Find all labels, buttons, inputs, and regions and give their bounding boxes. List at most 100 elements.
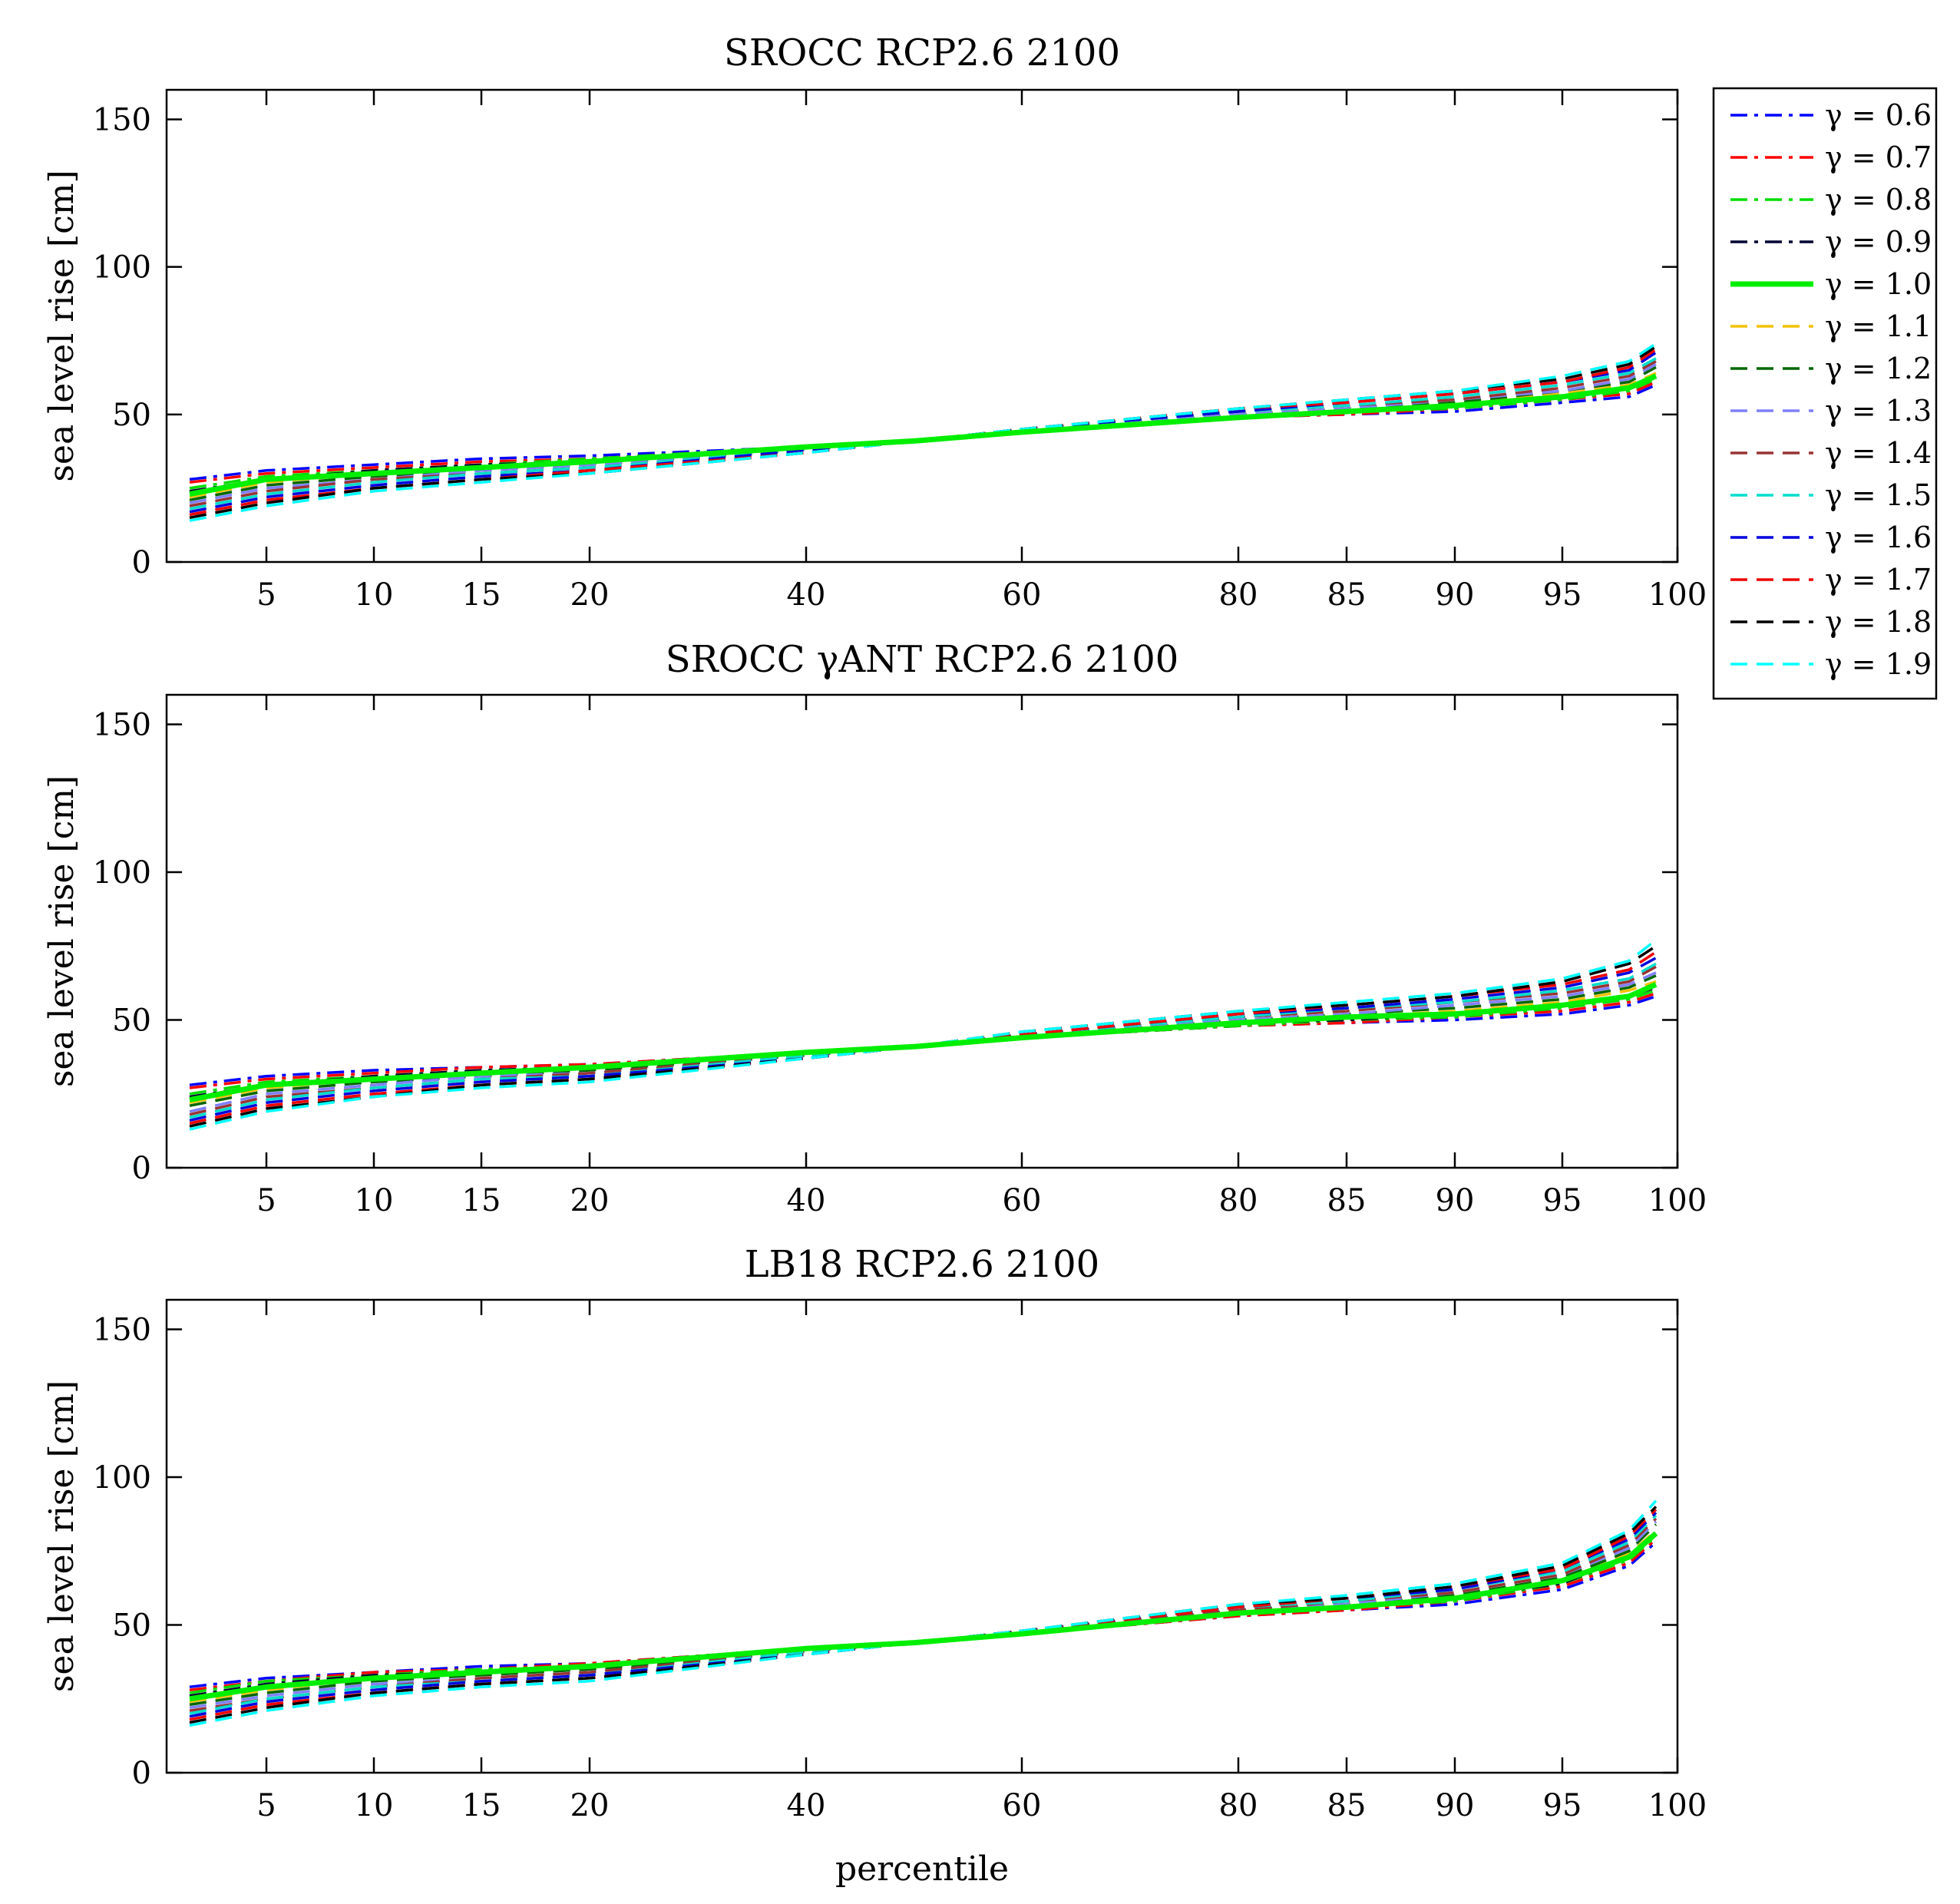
x-tick-label: 40 bbox=[787, 1788, 826, 1823]
legend-label: γ = 1.3 bbox=[1825, 394, 1932, 428]
series-line-1.8 bbox=[189, 1506, 1658, 1724]
series-line-1.9 bbox=[189, 1499, 1658, 1727]
chart-panel-1: SROCC RCP2.6 2100 0 50 100 150 5 10 15 20 40 60 80 8… bbox=[42, 31, 1707, 613]
x-tick-label: 100 bbox=[1648, 1788, 1707, 1823]
chart-title: SROCC γANT RCP2.6 2100 bbox=[666, 638, 1179, 681]
x-tick-label: 90 bbox=[1436, 577, 1475, 613]
x-tick-label: 15 bbox=[462, 1183, 501, 1218]
y-tick-label: 150 bbox=[93, 102, 151, 137]
x-tick-label: 95 bbox=[1543, 1183, 1582, 1218]
legend-label: γ = 0.9 bbox=[1825, 225, 1932, 259]
legend-item: γ = 0.8 bbox=[1730, 183, 1932, 217]
legend-item: γ = 0.6 bbox=[1730, 98, 1932, 132]
series-line-1.3 bbox=[189, 971, 1657, 1113]
x-tick-label: 40 bbox=[787, 577, 826, 613]
x-tick-label: 10 bbox=[355, 1788, 394, 1823]
x-tick-label: 90 bbox=[1436, 1183, 1475, 1218]
chart-panel-2: SROCC γANT RCP2.6 2100 0 50 100 150 5 10 15 20 40… bbox=[42, 638, 1707, 1218]
legend-item: γ = 0.9 bbox=[1730, 225, 1932, 259]
legend-item: γ = 0.7 bbox=[1730, 140, 1932, 174]
plot-area-frame bbox=[165, 1298, 1679, 1774]
legend-item: γ = 1.9 bbox=[1730, 647, 1932, 681]
series-line-1.5 bbox=[189, 357, 1657, 511]
x-tick-label: 5 bbox=[256, 1788, 276, 1823]
x-tick-label: 20 bbox=[570, 1788, 610, 1823]
series-line-1.0 bbox=[189, 373, 1658, 497]
legend-box bbox=[1712, 87, 1938, 700]
legend-label: γ = 0.7 bbox=[1825, 140, 1932, 174]
legend: γ = 0.6 γ = 0.7 γ = 0.8 γ = 0.9 γ = 1.0 γ = 1… bbox=[1712, 87, 1938, 700]
y-tick-label: 100 bbox=[93, 250, 151, 286]
legend-label: γ = 1.5 bbox=[1825, 478, 1932, 512]
x-tick-label: 60 bbox=[1003, 577, 1042, 613]
y-tick-label: 100 bbox=[93, 855, 151, 891]
series-line-1.9 bbox=[189, 342, 1657, 522]
x-tick-label: 20 bbox=[570, 577, 610, 613]
series-line-1.0 bbox=[189, 982, 1658, 1102]
y-tick-label: 100 bbox=[93, 1460, 151, 1496]
series-line-1.4 bbox=[189, 965, 1657, 1116]
y-tick-label: 0 bbox=[132, 1151, 151, 1186]
y-tick-label: 50 bbox=[112, 1608, 151, 1644]
series-line-1.5 bbox=[189, 1514, 1658, 1715]
series-line-0.6 bbox=[189, 383, 1657, 481]
x-tick-label: 15 bbox=[462, 577, 501, 613]
legend-item: γ = 1.5 bbox=[1730, 478, 1932, 512]
x-tick-label: 85 bbox=[1327, 1183, 1367, 1218]
legend-label: γ = 1.2 bbox=[1825, 352, 1932, 385]
series-line-0.8 bbox=[189, 989, 1657, 1096]
series-line-0.8 bbox=[189, 378, 1657, 490]
x-tick-label: 100 bbox=[1648, 577, 1707, 613]
series-line-0.6 bbox=[189, 995, 1657, 1086]
y-axis-label: sea level rise [cm] bbox=[42, 775, 81, 1087]
chart-title: SROCC RCP2.6 2100 bbox=[724, 31, 1120, 74]
series-line-1.6 bbox=[189, 1511, 1658, 1718]
x-tick-label: 85 bbox=[1327, 1788, 1367, 1823]
legend-label: γ = 1.6 bbox=[1825, 521, 1932, 554]
series-line-1.1 bbox=[189, 372, 1657, 499]
x-tick-label: 80 bbox=[1219, 577, 1258, 613]
legend-item: γ = 1.2 bbox=[1730, 352, 1932, 385]
series-line-1.7 bbox=[189, 348, 1657, 517]
y-tick-label: 50 bbox=[112, 1003, 151, 1039]
series-line-1.4 bbox=[189, 1517, 1658, 1712]
x-tick-label: 100 bbox=[1648, 1183, 1707, 1218]
x-tick-label: 80 bbox=[1219, 1788, 1258, 1823]
series-line-1.8 bbox=[189, 944, 1657, 1128]
y-tick-label: 0 bbox=[132, 1756, 151, 1791]
y-tick-label: 0 bbox=[132, 545, 151, 580]
series-line-1.1 bbox=[189, 980, 1657, 1105]
legend-label: γ = 1.7 bbox=[1825, 563, 1932, 597]
series-line-1.4 bbox=[189, 360, 1657, 507]
legend-label: γ = 0.8 bbox=[1825, 183, 1932, 217]
x-tick-label: 85 bbox=[1327, 577, 1367, 613]
series-line-1.0 bbox=[189, 1531, 1658, 1702]
plot-area-frame bbox=[165, 88, 1679, 564]
chart-panel-3: LB18 RCP2.6 2100 0 50 100 150 5 10 15 20 40 60 80 85… bbox=[42, 1243, 1707, 1889]
x-tick-label: 95 bbox=[1543, 577, 1582, 613]
plot-area-frame bbox=[165, 693, 1679, 1169]
x-tick-label: 40 bbox=[787, 1183, 826, 1218]
x-tick-label: 60 bbox=[1003, 1183, 1042, 1218]
series-line-1.2 bbox=[189, 1523, 1658, 1707]
y-tick-label: 150 bbox=[93, 708, 151, 743]
x-tick-label: 90 bbox=[1436, 1788, 1475, 1823]
series-line-1.7 bbox=[189, 950, 1657, 1126]
legend-label: γ = 1.1 bbox=[1825, 309, 1932, 343]
legend-label: γ = 0.6 bbox=[1825, 98, 1932, 132]
legend-label: γ = 1.0 bbox=[1825, 267, 1932, 301]
x-tick-label: 5 bbox=[256, 1183, 276, 1218]
x-tick-label: 10 bbox=[355, 1183, 394, 1218]
x-tick-label: 5 bbox=[256, 577, 276, 613]
series-line-0.7 bbox=[189, 992, 1657, 1089]
series-line-1.9 bbox=[189, 939, 1658, 1131]
x-tick-label: 80 bbox=[1219, 1183, 1258, 1218]
series-line-0.7 bbox=[189, 1538, 1658, 1691]
x-tick-label: 95 bbox=[1543, 1788, 1582, 1823]
y-tick-label: 150 bbox=[93, 1313, 151, 1348]
series-line-0.6 bbox=[189, 1541, 1658, 1689]
chart-title: LB18 RCP2.6 2100 bbox=[745, 1243, 1099, 1286]
legend-label: γ = 1.9 bbox=[1825, 647, 1932, 681]
x-axis-label: percentile bbox=[835, 1849, 1009, 1889]
